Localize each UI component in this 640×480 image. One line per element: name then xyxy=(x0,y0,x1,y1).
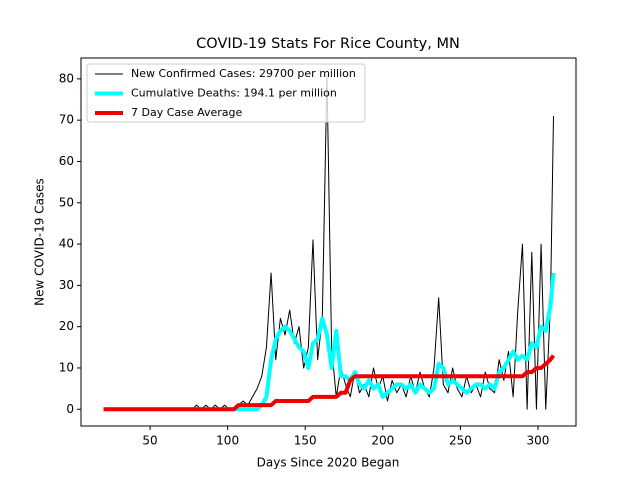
y-tick-label: 60 xyxy=(59,154,74,168)
legend-label: New Confirmed Cases: 29700 per million xyxy=(131,67,356,80)
legend-label: Cumulative Deaths: 194.1 per million xyxy=(131,87,337,100)
x-tick-label: 150 xyxy=(294,434,317,448)
y-tick-label: 70 xyxy=(59,113,74,127)
y-tick-label: 80 xyxy=(59,71,74,85)
y-tick-label: 20 xyxy=(59,319,74,333)
legend-label: 7 Day Case Average xyxy=(131,106,243,119)
y-tick-label: 10 xyxy=(59,360,74,374)
x-tick-label: 50 xyxy=(142,434,157,448)
y-axis-label: New COVID-19 Cases xyxy=(33,178,47,306)
x-tick-label: 100 xyxy=(216,434,239,448)
x-tick-label: 250 xyxy=(449,434,472,448)
x-tick-label: 200 xyxy=(371,434,394,448)
y-tick-label: 0 xyxy=(66,402,74,416)
y-tick-label: 40 xyxy=(59,237,74,251)
x-axis-label: Days Since 2020 Began xyxy=(257,456,400,470)
chart-title: COVID-19 Stats For Rice County, MN xyxy=(196,36,460,52)
plot-frame xyxy=(80,57,577,427)
x-tick-label: 300 xyxy=(527,434,550,448)
y-tick-label: 50 xyxy=(59,195,74,209)
legend-box xyxy=(86,63,366,123)
y-tick-label: 30 xyxy=(59,278,74,292)
series-line xyxy=(103,354,556,412)
